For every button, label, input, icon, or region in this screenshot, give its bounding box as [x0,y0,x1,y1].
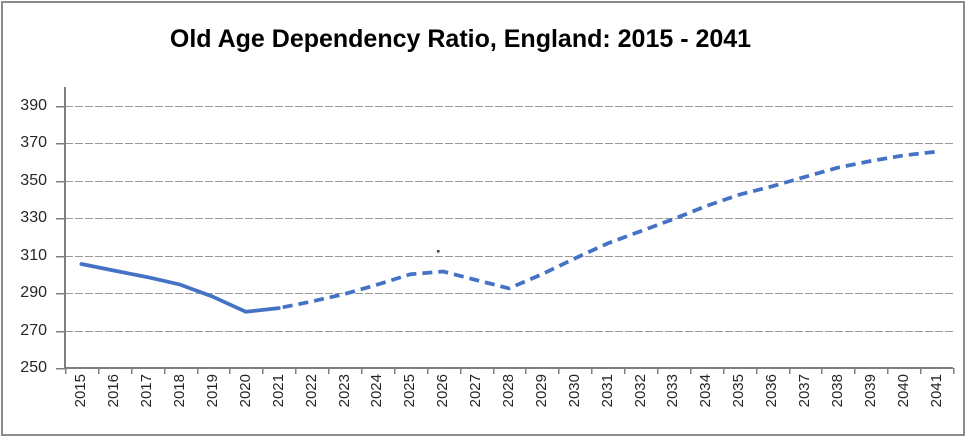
x-axis-label: 2037 [796,374,813,408]
x-axis-label: 2039 [861,374,879,408]
x-axis-label: 2017 [138,374,156,408]
x-axis-label: 2038 [828,374,846,408]
x-axis-label: 2021 [269,374,287,408]
series-line-projected [278,149,937,310]
x-axis-label: 2022 [302,374,320,408]
x-axis-label: 2026 [434,374,452,408]
stray-speck-artifact [437,250,440,253]
y-axis-label: 330 [20,209,47,227]
x-axis-label: 2018 [171,374,189,408]
x-axis-label: 2023 [335,374,353,408]
x-axis-label: 2041 [927,374,945,408]
y-axis-label: 310 [20,246,47,264]
y-axis-label: 370 [20,134,47,152]
x-axis-label: 2033 [664,374,682,408]
y-axis-label: 270 [20,321,47,339]
chart-title: Old Age Dependency Ratio, England: 2015 … [169,25,752,53]
x-axis-label: 2027 [467,374,485,408]
x-axis-label: 2025 [401,374,419,408]
x-axis-label: 2028 [500,374,517,408]
x-axis-label: 2031 [598,374,616,408]
x-axis-label: 2020 [236,374,254,408]
x-axis-label: 2035 [730,374,748,408]
x-axis-label: 2024 [368,374,386,408]
x-axis-label: 2034 [697,374,715,408]
x-axis-label: 2015 [72,374,90,408]
x-axis-label: 2019 [204,374,221,408]
x-axis-label: 2036 [763,374,781,408]
y-axis-label: 350 [20,171,47,189]
x-axis-label: 2029 [532,374,550,408]
x-axis-label: 2032 [631,374,649,408]
y-axis-label: 390 [20,96,47,114]
y-axis-label: 250 [20,359,47,376]
x-axis-label: 2016 [105,374,123,408]
x-axis-label: 2040 [894,374,912,408]
y-axis-label: 290 [20,284,47,302]
x-axis-label: 2030 [565,374,583,408]
series-line-observed [79,262,281,314]
